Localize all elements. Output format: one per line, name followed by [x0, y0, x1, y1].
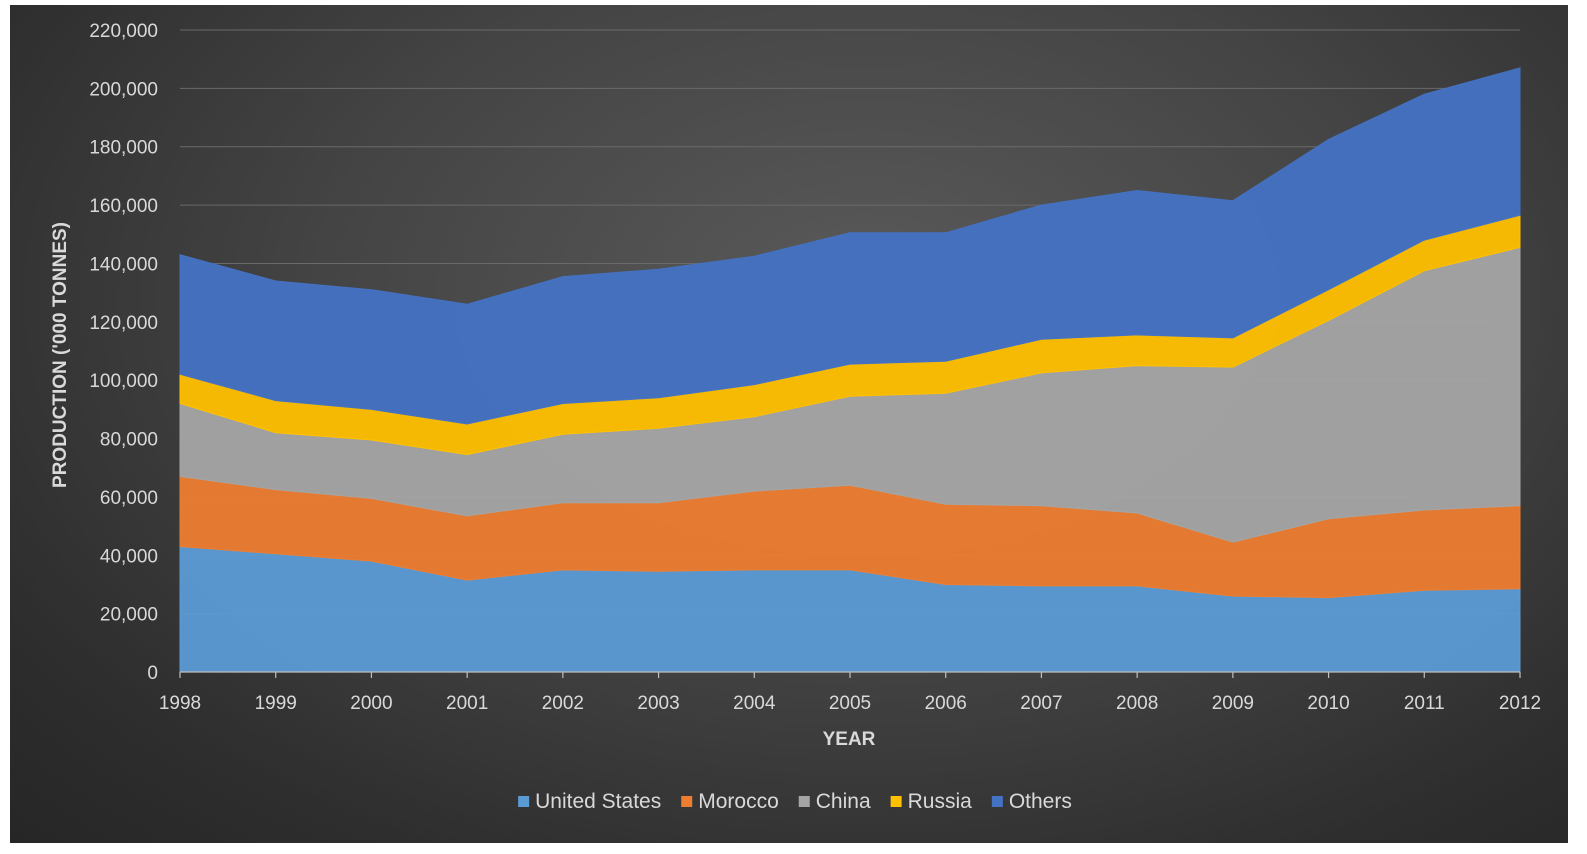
y-tick-label: 80,000 — [100, 430, 158, 451]
x-tick-label: 2006 — [925, 693, 967, 714]
y-tick-label: 140,000 — [89, 254, 158, 275]
legend-swatch-united-states — [518, 796, 530, 807]
x-tick-label: 2011 — [1404, 693, 1445, 714]
x-tick-label: 2005 — [829, 693, 871, 714]
y-tick-label: 180,000 — [89, 138, 158, 159]
x-tick-label: 2000 — [350, 693, 392, 714]
legend-label-russia: Russia — [908, 790, 973, 813]
y-tick-label: 160,000 — [89, 196, 158, 217]
chart-area: 0 20,000 40,000 60,000 80,000 100,000 120,000 1… — [10, 5, 1568, 843]
y-tick-label: 20,000 — [100, 605, 158, 626]
x-tick-label: 2004 — [733, 693, 776, 714]
legend: United States Morocco China Russia Others — [518, 790, 1072, 813]
x-tick-label: 2008 — [1116, 693, 1158, 714]
x-tick-label: 2009 — [1212, 693, 1254, 714]
x-tick-label: 1999 — [255, 693, 297, 714]
x-tick-label: 1998 — [159, 693, 201, 714]
stacked-area-chart: 0 20,000 40,000 60,000 80,000 100,000 120,000 1… — [50, 21, 1541, 813]
legend-swatch-others — [991, 796, 1003, 807]
legend-label-morocco: Morocco — [698, 790, 779, 813]
y-tick-label: 200,000 — [89, 79, 158, 100]
x-tick-label: 2001 — [446, 693, 488, 714]
y-tick-label: 60,000 — [100, 488, 158, 509]
legend-swatch-russia — [890, 796, 902, 807]
y-tick-label: 100,000 — [89, 371, 158, 392]
area-others — [179, 67, 1521, 425]
legend-swatch-morocco — [681, 796, 693, 807]
axes: 0 20,000 40,000 60,000 80,000 100,000 120,000 1… — [89, 21, 1541, 714]
x-axis-title: YEAR — [823, 729, 876, 750]
y-tick-label: 120,000 — [89, 313, 158, 334]
y-axis-title: PRODUCTION ('000 TONNES) — [50, 222, 71, 488]
x-tick-label: 2012 — [1499, 693, 1541, 714]
legend-label-united-states: United States — [535, 790, 661, 813]
x-tick-label: 2007 — [1020, 693, 1062, 714]
legend-label-others: Others — [1009, 790, 1072, 813]
x-tick-label: 2003 — [637, 693, 679, 714]
y-tick-label: 40,000 — [100, 546, 158, 567]
y-tick-label: 220,000 — [89, 21, 158, 42]
y-tick-label: 0 — [147, 663, 158, 684]
legend-swatch-china — [798, 796, 810, 807]
x-tick-label: 2010 — [1307, 693, 1349, 714]
legend-label-china: China — [816, 790, 871, 813]
x-tick-label: 2002 — [542, 693, 584, 714]
series-areas — [179, 67, 1521, 673]
